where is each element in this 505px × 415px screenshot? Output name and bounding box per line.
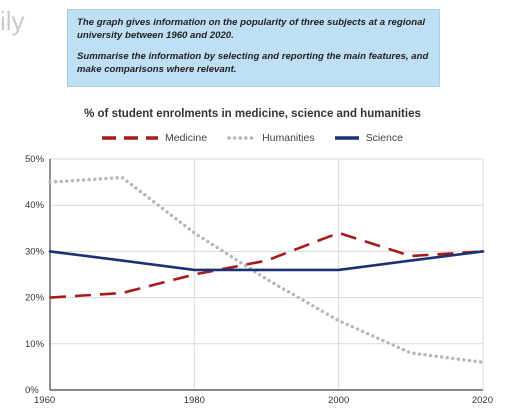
x-tick-label: 2020 xyxy=(472,395,493,406)
x-tick-label: 2000 xyxy=(328,395,349,406)
series-line-humanities xyxy=(48,175,485,364)
chart-legend: Medicine Humanities Science xyxy=(0,130,505,146)
y-tick-label: 30% xyxy=(25,246,45,257)
legend-swatch-science xyxy=(334,136,359,140)
task-instruction: Summarise the information by selecting a… xyxy=(77,51,429,75)
legend-item-medicine: Medicine xyxy=(102,132,207,144)
y-tick-label: 20% xyxy=(25,293,45,304)
legend-item-humanities: Humanities xyxy=(227,132,315,144)
legend-label-humanities: Humanities xyxy=(262,132,315,144)
background-fragment-text: ily xyxy=(0,6,25,36)
y-tick-label: 0% xyxy=(25,385,39,396)
legend-swatch-humanities xyxy=(227,136,256,140)
legend-label-medicine: Medicine xyxy=(165,132,208,144)
y-tick-label: 40% xyxy=(25,200,45,211)
legend-item-science: Science xyxy=(334,132,403,144)
task-instructions-box: The graph gives information on the popul… xyxy=(67,9,440,87)
legend-label-science: Science xyxy=(365,132,403,144)
task-description: The graph gives information on the popul… xyxy=(77,17,426,41)
y-tick-label: 10% xyxy=(25,339,45,350)
series-line-science xyxy=(48,250,485,272)
x-tick-label: 1960 xyxy=(34,395,55,406)
y-tick-label: 50% xyxy=(25,154,45,165)
chart-title: % of student enrolments in medicine, sci… xyxy=(84,108,421,120)
series-line-medicine xyxy=(49,231,484,299)
x-tick-label: 1980 xyxy=(184,395,205,406)
legend-swatch-medicine xyxy=(102,136,159,140)
